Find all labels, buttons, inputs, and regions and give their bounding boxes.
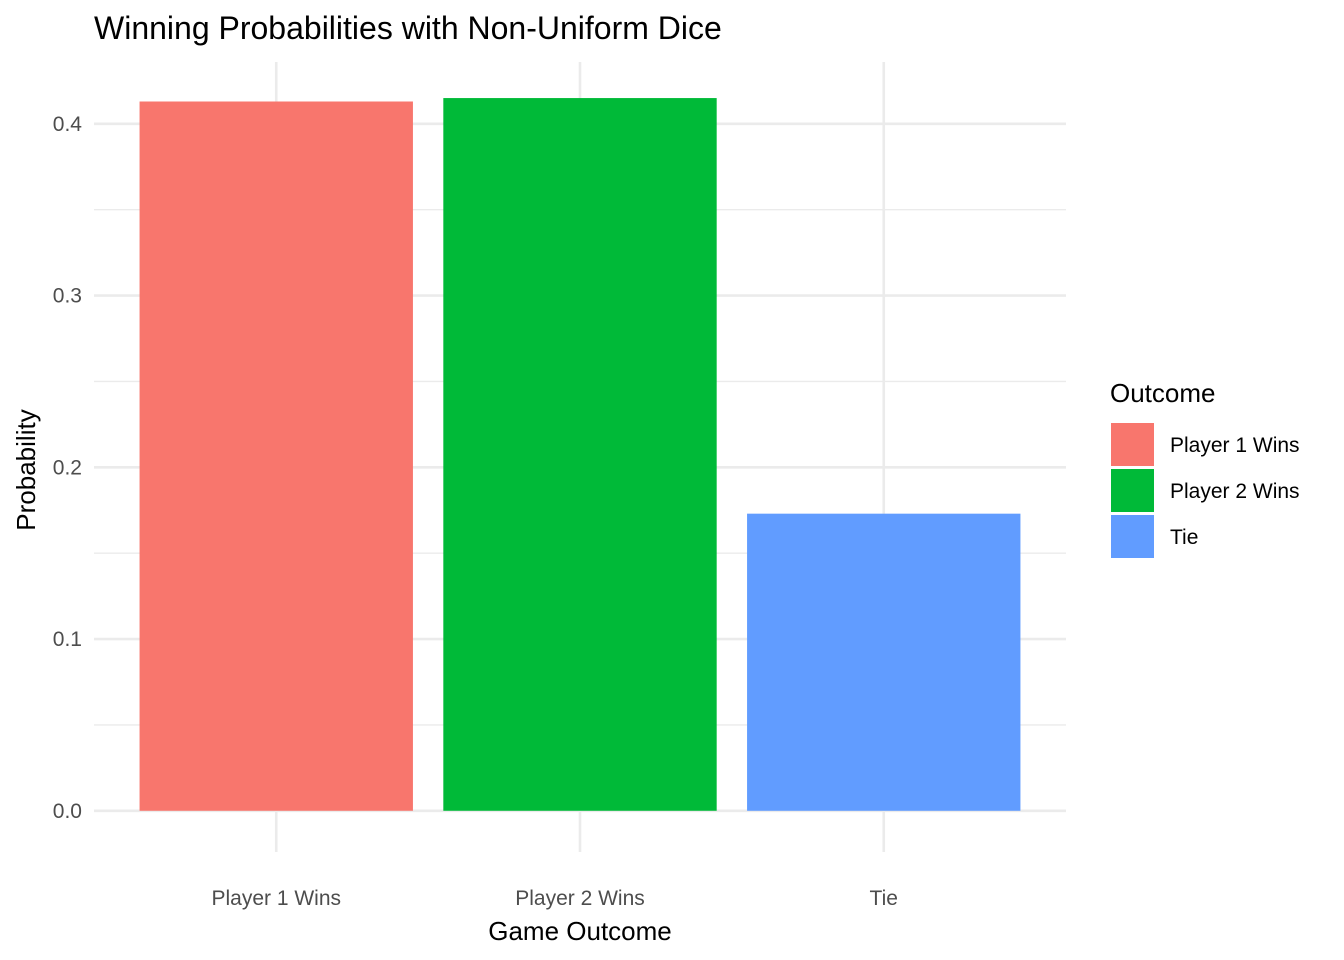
legend-entries: Player 1 Wins Player 2 Wins Tie (1111, 423, 1300, 558)
legend-label: Tie (1170, 526, 1198, 549)
legend-swatch (1111, 515, 1154, 558)
legend-label: Player 2 Wins (1170, 480, 1300, 503)
chart-title: Winning Probabilities with Non-Uniform D… (94, 10, 722, 46)
y-tick-label: 0.3 (53, 285, 82, 308)
bar-player-2-wins (443, 98, 717, 811)
legend-swatch (1111, 469, 1154, 512)
legend-swatch (1111, 423, 1154, 466)
legend-label: Player 1 Wins (1170, 434, 1300, 457)
bars (139, 98, 1021, 811)
y-tick-label: 0.1 (53, 628, 82, 651)
legend-title: Outcome (1110, 378, 1216, 408)
bar-tie (747, 513, 1021, 811)
y-axis-ticks: 0.0 0.1 0.2 0.3 0.4 (53, 113, 83, 823)
y-tick-label: 0.0 (53, 800, 82, 823)
x-tick-label: Player 1 Wins (211, 887, 341, 910)
y-axis-title: Probability (11, 409, 41, 530)
x-axis-title: Game Outcome (488, 916, 672, 946)
legend: Outcome Player 1 Wins Player 2 Wins Tie (1110, 378, 1300, 558)
x-tick-label: Tie (870, 887, 898, 910)
bar-player-1-wins (139, 101, 413, 811)
x-tick-label: Player 2 Wins (515, 887, 645, 910)
y-tick-label: 0.4 (53, 113, 83, 136)
x-axis-ticks: Player 1 Wins Player 2 Wins Tie (211, 887, 897, 910)
y-tick-label: 0.2 (53, 456, 82, 479)
